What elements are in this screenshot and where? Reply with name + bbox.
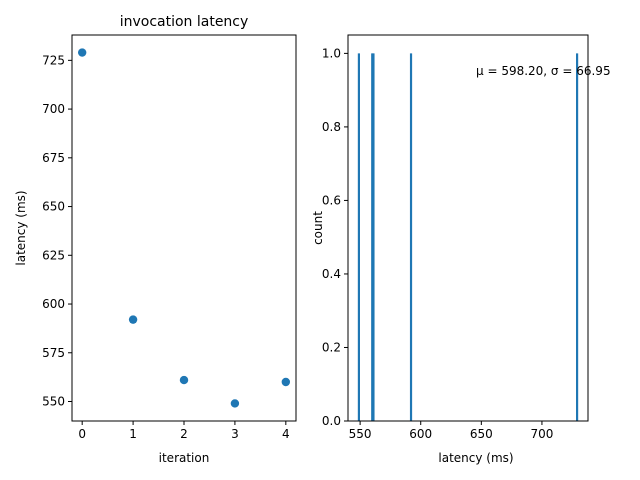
histogram-bar-2	[372, 53, 375, 421]
scatter-y-tick-label: 725	[42, 53, 65, 67]
histogram-y-ticks: 0.0 0.2 0.4 0.6 0.8 1.0	[322, 46, 348, 428]
scatter-point-1	[128, 315, 138, 324]
scatter-title: invocation latency	[120, 14, 249, 30]
histogram-y-tick-label: 0.8	[322, 120, 341, 134]
scatter-y-tick-label: 700	[42, 102, 65, 116]
scatter-x-tick-label: 1	[129, 427, 137, 441]
histogram-y-tick-label: 0.6	[322, 193, 341, 207]
scatter-y-ticks: 550 575 600 625 650 675 700 725	[42, 53, 72, 409]
scatter-x-tick-label: 3	[231, 427, 239, 441]
histogram-bars	[357, 53, 579, 421]
histogram-y-tick-label: 0.0	[322, 414, 341, 428]
histogram-bar-0	[357, 53, 360, 421]
histogram-y-axis-label: count	[311, 211, 325, 245]
scatter-point-4	[281, 377, 291, 387]
histogram-x-tick-label: 700	[530, 427, 553, 441]
scatter-point-3	[230, 399, 240, 408]
histogram-x-tick-label: 550	[349, 427, 372, 441]
scatter-x-tick-label: 4	[282, 427, 290, 441]
histogram-x-tick-label: 650	[470, 427, 493, 441]
scatter-y-tick-label: 675	[42, 151, 65, 165]
histogram-panel: 550 600 650 700 0.0 0.2 0.4 0.6 0.8 1.0 latency …	[311, 34, 611, 465]
scatter-x-tick-label: 2	[180, 427, 188, 441]
scatter-point-2	[179, 375, 189, 385]
scatter-y-tick-label: 650	[42, 200, 65, 214]
histogram-bar-1	[371, 53, 374, 421]
histogram-bar-4	[576, 53, 579, 421]
histogram-y-tick-label: 0.2	[322, 340, 341, 354]
scatter-x-ticks: 0 1 2 3 4	[78, 421, 290, 441]
scatter-y-tick-label: 575	[42, 346, 65, 360]
scatter-y-axis-label: latency (ms)	[14, 190, 28, 265]
scatter-points	[77, 48, 291, 408]
histogram-x-tick-label: 600	[409, 427, 432, 441]
scatter-x-axis-label: iteration	[159, 451, 210, 465]
scatter-x-tick-label: 0	[78, 427, 86, 441]
scatter-y-tick-label: 600	[42, 297, 65, 311]
histogram-x-ticks: 550 600 650 700	[349, 421, 553, 441]
histogram-y-tick-label: 1.0	[322, 46, 341, 60]
scatter-panel: invocation latency 0 1 2 3 4 550 575 600 625 650…	[14, 14, 297, 465]
histogram-stats-annotation: μ = 598.20, σ = 66.95	[476, 64, 611, 78]
scatter-axes-frame	[71, 34, 297, 422]
scatter-y-tick-label: 625	[42, 248, 65, 262]
histogram-bar-3	[409, 53, 413, 421]
scatter-point-0	[77, 48, 87, 57]
scatter-y-tick-label: 550	[42, 395, 65, 409]
histogram-axes-frame	[347, 34, 589, 422]
histogram-x-axis-label: latency (ms)	[438, 451, 513, 465]
histogram-y-tick-label: 0.4	[322, 267, 341, 281]
